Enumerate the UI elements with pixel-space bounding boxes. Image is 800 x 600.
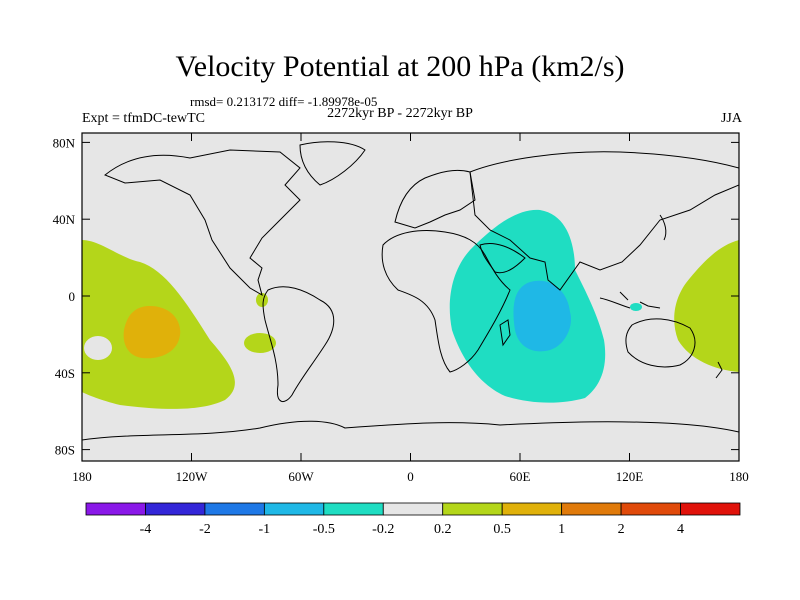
contour-fields <box>82 141 739 441</box>
colorbar-label: 2 <box>618 522 625 537</box>
colorbar-swatch <box>680 502 741 516</box>
coast-north-america <box>104 149 301 297</box>
colorbar-label: 1 <box>558 522 565 537</box>
colorbar-label: -2 <box>199 522 211 537</box>
colorbar-label: -0.2 <box>372 522 394 537</box>
lon-tick-label: 120W <box>176 469 209 484</box>
coast-south-america <box>262 286 335 403</box>
latitude-axis: 80N 40N 0 40S 80S <box>53 135 739 458</box>
coastlines <box>82 141 739 441</box>
map-title: Velocity Potential at 200 hPa (km2/s) <box>175 50 625 83</box>
coast-australia <box>625 318 696 368</box>
longitude-axis: 180 120W 60W 0 60E 120E 180 <box>72 133 749 484</box>
coast-indonesia <box>599 291 661 309</box>
coast-madagascar <box>499 319 511 347</box>
lat-tick-label: 80S <box>55 443 75 458</box>
lat-tick-label: 40N <box>53 212 76 227</box>
positive-region-southamerica-east <box>244 333 276 353</box>
lon-tick-label: 60W <box>288 469 314 484</box>
colorbar-label: 4 <box>677 522 684 537</box>
lat-tick-label: 0 <box>69 289 76 304</box>
colorbar-swatch <box>263 502 325 516</box>
lat-tick-label: 40S <box>55 366 75 381</box>
neutral-hole-pacific <box>84 336 112 360</box>
colorbar-swatch <box>501 502 563 516</box>
lon-tick-label: 120E <box>616 469 644 484</box>
lon-tick-label: 180 <box>72 469 92 484</box>
coast-africa <box>381 230 511 373</box>
coast-greenland <box>299 141 366 186</box>
lon-tick-label: 0 <box>407 469 414 484</box>
coast-antarctica <box>82 420 739 441</box>
colorbar-swatch <box>561 502 622 516</box>
coast-asia <box>469 151 739 291</box>
colorbar-label: -4 <box>140 522 152 537</box>
lon-tick-label: 180 <box>729 469 749 484</box>
coast-europe <box>394 169 476 229</box>
colorbar-label: -1 <box>259 522 271 537</box>
stats-line: rmsd= 0.213172 diff= -1.89978e-05 <box>190 94 378 109</box>
colorbar-label: 0.2 <box>434 522 452 537</box>
coast-arabia <box>479 243 526 274</box>
colorbar-label: 0.5 <box>493 522 511 537</box>
colorbar-label: -0.5 <box>313 522 335 537</box>
colorbar: -4 -2 -1 -0.5 -0.2 0.2 0.5 1 2 4 <box>85 502 741 537</box>
lon-tick-label: 60E <box>510 469 531 484</box>
coast-japan <box>659 214 667 241</box>
colorbar-swatch <box>382 502 444 516</box>
coast-new-zealand <box>715 361 723 379</box>
colorbar-swatch <box>204 502 265 516</box>
positive-core-pacific <box>123 306 181 359</box>
colorbar-swatch <box>145 502 206 516</box>
colorbar-swatch <box>323 502 384 516</box>
lat-tick-label: 80N <box>53 135 76 150</box>
positive-region-panama <box>256 293 268 307</box>
period-label: 2272kyr BP - 2272kyr BP <box>327 106 473 121</box>
negative-core-indian-ocean <box>513 280 572 352</box>
colorbar-swatch <box>620 502 681 516</box>
positive-region-west-pacific <box>674 240 739 372</box>
colorbar-swatch <box>85 502 146 516</box>
negative-region-indonesia <box>630 303 642 311</box>
colorbar-swatch <box>442 502 503 516</box>
experiment-label: Expt = tfmDC-tewTC <box>82 111 205 126</box>
season-label: JJA <box>720 111 742 126</box>
